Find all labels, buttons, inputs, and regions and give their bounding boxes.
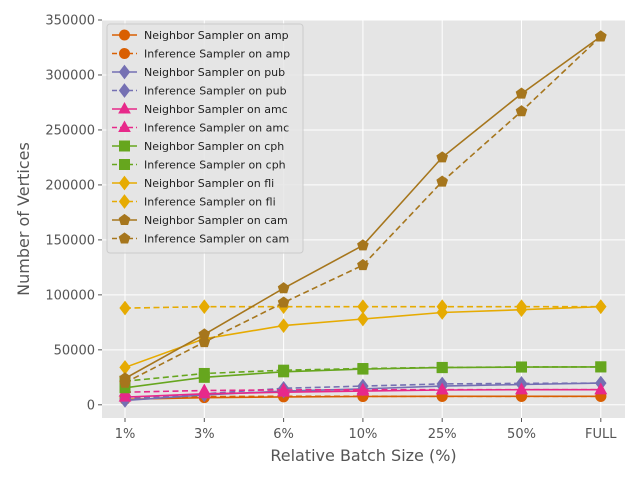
data-point	[198, 367, 210, 379]
x-tick-label: 25%	[428, 427, 457, 442]
data-point	[118, 101, 131, 114]
legend-label: Inference Sampler on cph	[144, 159, 286, 172]
data-point	[595, 361, 607, 373]
legend-item: Neighbor Sampler on fli	[112, 175, 274, 191]
data-point	[515, 105, 528, 117]
legend-label: Inference Sampler on fli	[144, 196, 276, 209]
legend-label: Neighbor Sampler on amp	[144, 29, 289, 42]
legend-label: Neighbor Sampler on amc	[144, 103, 288, 116]
legend: Neighbor Sampler on amp Inference Sampler…	[106, 23, 304, 254]
data-point	[277, 296, 290, 308]
data-point	[357, 363, 369, 375]
legend-item: Neighbor Sampler on amc	[112, 101, 288, 116]
legend-item: Inference Sampler on pub	[112, 83, 287, 98]
y-tick-label: 200000	[45, 178, 95, 193]
y-axis-label: Number of Vertices	[14, 142, 33, 296]
series-line	[119, 30, 607, 388]
y-axis-ticks: 0 50000 100000 150000 200000 250000 300000 3500…	[45, 14, 102, 413]
y-tick-label: 250000	[45, 123, 95, 138]
x-tick-label: 50%	[507, 427, 536, 442]
data-point	[436, 151, 449, 163]
x-tick-label: 10%	[348, 427, 377, 442]
data-point	[594, 382, 608, 395]
data-point	[118, 64, 131, 80]
data-point	[119, 300, 131, 316]
legend-box	[106, 23, 304, 254]
legend-label: Neighbor Sampler on fli	[144, 177, 274, 190]
data-point	[594, 30, 607, 42]
data-point	[595, 299, 607, 315]
legend-label: Neighbor Sampler on cph	[144, 140, 284, 153]
data-point	[118, 213, 131, 225]
data-point	[118, 120, 131, 132]
x-tick-label: 3%	[194, 427, 215, 442]
y-tick-label: 0	[87, 398, 95, 413]
data-point	[278, 364, 290, 376]
data-point	[516, 361, 527, 373]
data-point	[356, 382, 370, 395]
legend-item: Neighbor Sampler on amp	[112, 29, 289, 42]
data-point	[277, 282, 290, 294]
legend-label: Inference Sampler on cam	[144, 233, 289, 246]
data-point	[357, 239, 369, 251]
data-point	[515, 87, 528, 99]
data-point	[277, 318, 290, 333]
legend-item: Inference Sampler on fli	[112, 194, 276, 209]
series-line	[119, 30, 607, 384]
y-tick-label: 150000	[45, 233, 95, 248]
series-line	[119, 299, 607, 316]
legend-item: Inference Sampler on amc	[112, 120, 289, 135]
legend-label: Inference Sampler on amp	[144, 48, 290, 61]
y-tick-label: 100000	[45, 288, 95, 303]
series-layer	[118, 30, 608, 408]
data-point	[119, 159, 130, 170]
legend-label: Inference Sampler on amc	[144, 122, 289, 135]
data-point	[357, 311, 369, 327]
data-point	[197, 383, 211, 396]
data-point	[515, 299, 528, 315]
data-point	[435, 382, 449, 395]
x-tick-label: 6%	[273, 427, 294, 442]
legend-item: Neighbor Sampler on cam	[112, 213, 288, 227]
x-tick-label: 1%	[115, 427, 136, 442]
data-point	[357, 299, 369, 315]
data-point	[198, 299, 210, 315]
data-point	[515, 382, 528, 395]
series-line	[119, 361, 607, 387]
legend-item: Neighbor Sampler on cph	[112, 140, 284, 153]
legend-label: Neighbor Sampler on pub	[144, 66, 285, 79]
y-tick-label: 350000	[45, 14, 95, 29]
data-point	[436, 175, 449, 187]
x-axis-ticks: 1% 3% 6% 10% 25% 50% FULL	[115, 418, 617, 442]
legend-item: Inference Sampler on amp	[112, 48, 290, 61]
data-point	[118, 194, 131, 209]
data-point	[436, 361, 448, 373]
x-axis-label: Relative Batch Size (%)	[270, 446, 456, 465]
data-point	[118, 175, 131, 191]
data-point	[198, 336, 211, 348]
legend-item: Neighbor Sampler on pub	[112, 64, 285, 80]
data-point	[277, 382, 290, 395]
legend-item: Inference Sampler on cph	[112, 159, 286, 172]
data-point	[357, 259, 369, 271]
y-tick-label: 300000	[45, 68, 95, 83]
data-point	[119, 376, 131, 388]
legend-item: Inference Sampler on cam	[112, 232, 289, 246]
data-point	[118, 83, 131, 98]
data-point	[119, 140, 130, 152]
legend-label: Inference Sampler on pub	[144, 85, 287, 98]
x-tick-label: FULL	[585, 427, 617, 442]
data-point	[436, 299, 448, 315]
data-point	[119, 29, 130, 41]
legend-label: Neighbor Sampler on cam	[144, 214, 288, 227]
data-point	[118, 232, 131, 244]
y-tick-label: 50000	[54, 343, 95, 358]
data-point	[119, 48, 130, 59]
